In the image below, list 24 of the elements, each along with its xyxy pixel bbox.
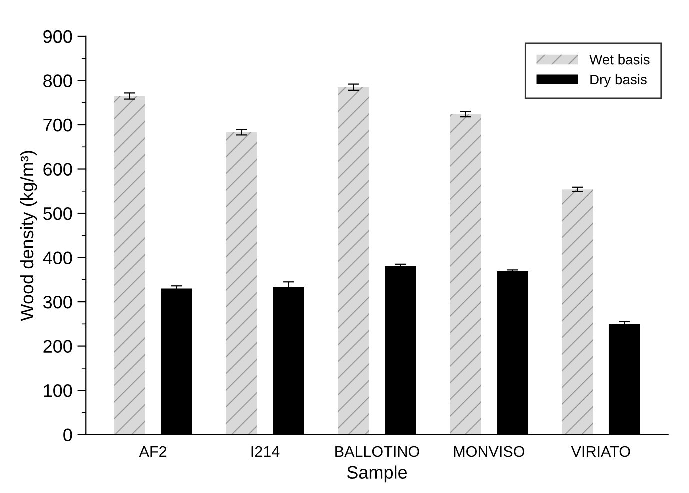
x-tick-label: MONVISO [454, 446, 525, 458]
y-tick-label: 800 [44, 74, 72, 88]
y-tick-label: 600 [44, 163, 72, 176]
y-tick-label: 100 [44, 384, 72, 398]
y-tick-label: 200 [44, 340, 72, 354]
legend-label: Wet basis [590, 54, 650, 65]
x-tick-label: I214 [252, 446, 280, 458]
x-axis-title: Sample [347, 466, 408, 483]
x-tick-label: BALLOTINO [336, 446, 420, 458]
y-tick-label: 500 [44, 207, 72, 220]
bar [562, 190, 594, 435]
y-tick-label: 900 [44, 30, 72, 44]
x-tick-label: VIRIATO [571, 446, 630, 458]
y-tick-label: 300 [43, 296, 72, 309]
y-tick-label: 400 [43, 252, 72, 265]
y-tick-label: 0 [64, 428, 72, 442]
bar [114, 96, 146, 435]
legend-label: Dry basis [590, 74, 647, 88]
y-axis-title: Wood density (kg/m³) [20, 151, 38, 322]
bar [450, 114, 482, 435]
bar [226, 132, 258, 435]
x-tick-label: AF2 [139, 446, 167, 458]
y-tick-label: 700 [44, 118, 72, 132]
bar [338, 87, 370, 435]
